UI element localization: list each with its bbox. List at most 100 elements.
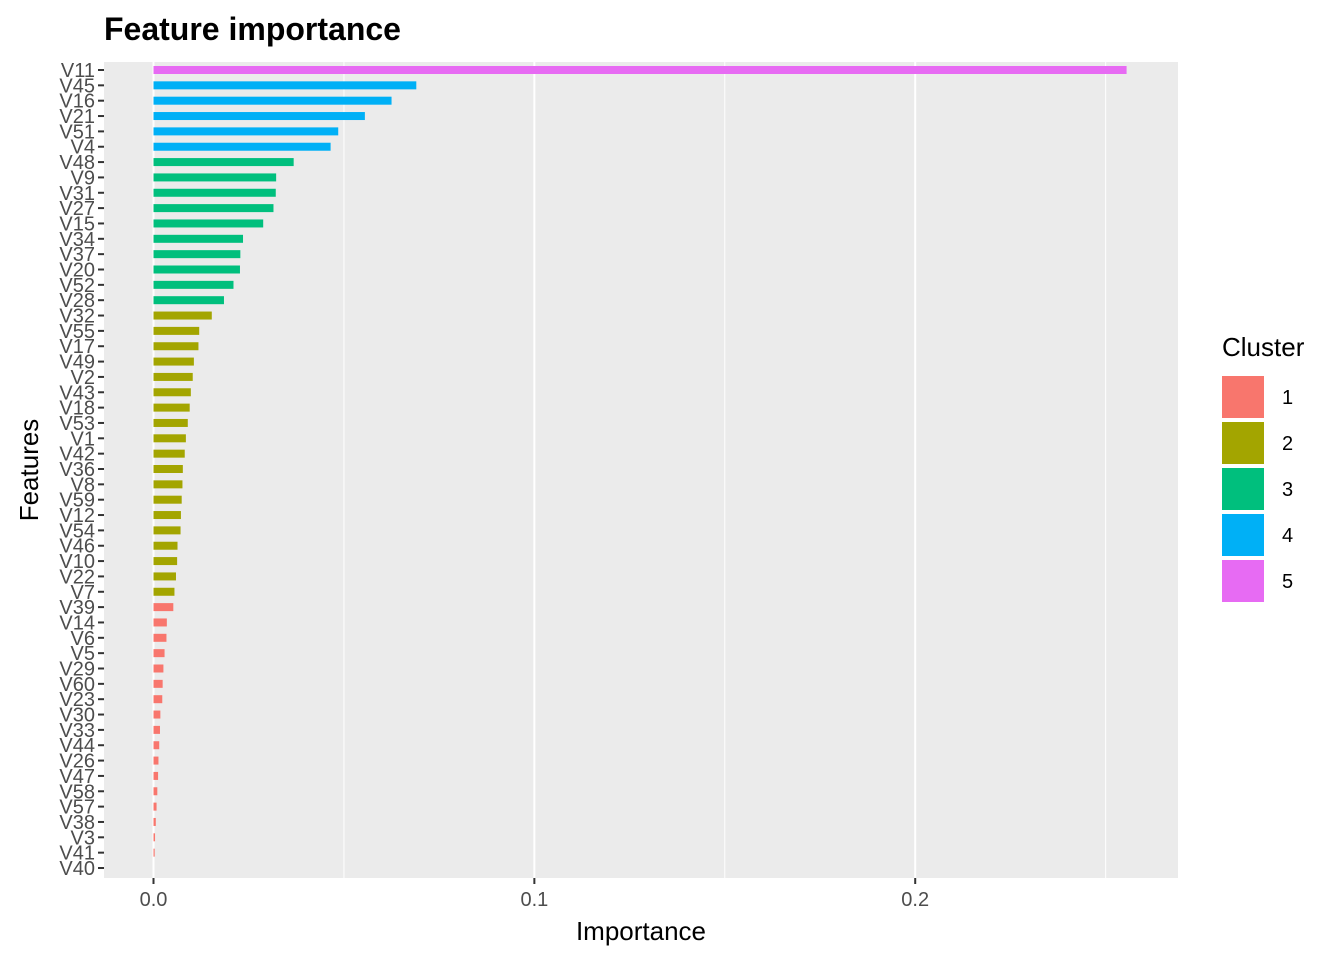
y-tick-label-V33: V33 [59,720,95,742]
bar-V17 [153,342,199,351]
bar-V49 [153,357,194,366]
legend-label-4: 4 [1282,525,1293,547]
y-axis-tick-labels: V11V45V16V21V51V4V48V9V31V27V15V34V37V20… [59,60,104,880]
y-tick-label-V46: V46 [59,536,95,558]
bar-V2 [153,372,193,381]
bar-V28 [153,296,224,305]
bar-V31 [153,188,276,197]
legend-title: Cluster [1222,332,1305,362]
y-tick-label-V32: V32 [59,306,95,328]
bar-V5 [153,649,165,658]
bar-V18 [153,403,190,412]
legend-key-5 [1222,560,1264,602]
bar-V58 [153,787,158,796]
bar-V21 [153,112,365,121]
bar-V38 [153,817,156,826]
y-tick-label-V26: V26 [59,751,95,773]
y-tick-label-V17: V17 [59,336,95,358]
y-tick-label-V36: V36 [59,459,95,481]
bar-V14 [153,618,167,627]
y-tick-label-V47: V47 [59,766,95,788]
bar-V10 [153,557,178,566]
bar-V12 [153,511,181,520]
y-tick-label-V57: V57 [59,797,95,819]
y-tick-label-V15: V15 [59,213,95,235]
y-tick-label-V10: V10 [59,551,95,573]
y-tick-label-V4: V4 [71,137,95,159]
y-tick-label-V16: V16 [59,91,95,113]
bar-V59 [153,495,182,504]
bar-V60 [153,679,163,688]
x-tick-label: 0.0 [140,889,168,911]
y-tick-label-V48: V48 [59,152,95,174]
y-tick-label-V58: V58 [59,781,95,803]
y-tick-label-V59: V59 [59,490,95,512]
y-tick-label-V55: V55 [59,321,95,343]
y-tick-label-V23: V23 [59,689,95,711]
bar-V7 [153,587,175,596]
bar-V34 [153,234,244,243]
bar-V3 [153,833,156,842]
legend-key-4 [1222,514,1264,556]
y-tick-label-V14: V14 [59,612,95,634]
y-tick-label-V22: V22 [59,566,95,588]
y-tick-label-V49: V49 [59,352,95,374]
y-tick-label-V18: V18 [59,398,95,420]
y-tick-label-V34: V34 [59,229,95,251]
bar-V22 [153,572,176,581]
bar-V4 [153,142,331,151]
bar-V53 [153,418,188,427]
bar-V48 [153,158,294,167]
bar-V30 [153,710,161,719]
bar-V45 [153,81,417,90]
y-tick-label-V11: V11 [61,60,95,82]
bar-V26 [153,756,159,765]
x-tick-label: 0.2 [901,889,929,911]
y-tick-label-V12: V12 [59,505,95,527]
bar-V1 [153,434,186,443]
bars [153,66,1127,857]
legend-key-1 [1222,376,1264,418]
y-tick-label-V3: V3 [71,827,95,849]
bar-V42 [153,449,185,458]
bar-V57 [153,802,157,811]
y-tick-label-V2: V2 [71,367,95,389]
y-tick-label-V31: V31 [59,183,95,205]
y-tick-label-V39: V39 [59,597,95,619]
legend: Cluster 1 2 3 4 5 [1222,332,1305,602]
y-tick-label-V1: V1 [71,428,95,450]
y-tick-label-V38: V38 [59,812,95,834]
bar-V41 [153,848,155,857]
x-tick-label: 0.1 [520,889,548,911]
y-tick-label-V44: V44 [59,735,95,757]
bar-V54 [153,526,181,535]
y-tick-label-V8: V8 [71,474,95,496]
bar-V33 [153,725,160,734]
bar-V46 [153,541,178,550]
legend-label-5: 5 [1282,571,1293,593]
bar-V16 [153,96,392,105]
x-axis-label: Importance [576,916,706,946]
bar-V23 [153,695,163,704]
legend-label-1: 1 [1282,387,1293,409]
y-tick-label-V30: V30 [59,705,95,727]
bar-V27 [153,204,274,213]
y-tick-label-V5: V5 [71,643,95,665]
y-tick-label-V41: V41 [59,843,95,865]
y-tick-label-V54: V54 [59,520,95,542]
y-tick-label-V51: V51 [59,121,95,143]
bar-V51 [153,127,339,136]
bar-V20 [153,265,240,274]
bar-V44 [153,741,160,750]
y-tick-label-V27: V27 [59,198,95,220]
bar-V32 [153,311,212,320]
y-tick-label-V37: V37 [59,244,95,266]
bar-V11 [153,66,1127,74]
plot-panel [104,62,1178,878]
y-tick-label-V60: V60 [59,674,95,696]
y-axis-label: Features [14,419,44,522]
legend-key-2 [1222,422,1264,464]
y-tick-label-V9: V9 [71,167,95,189]
